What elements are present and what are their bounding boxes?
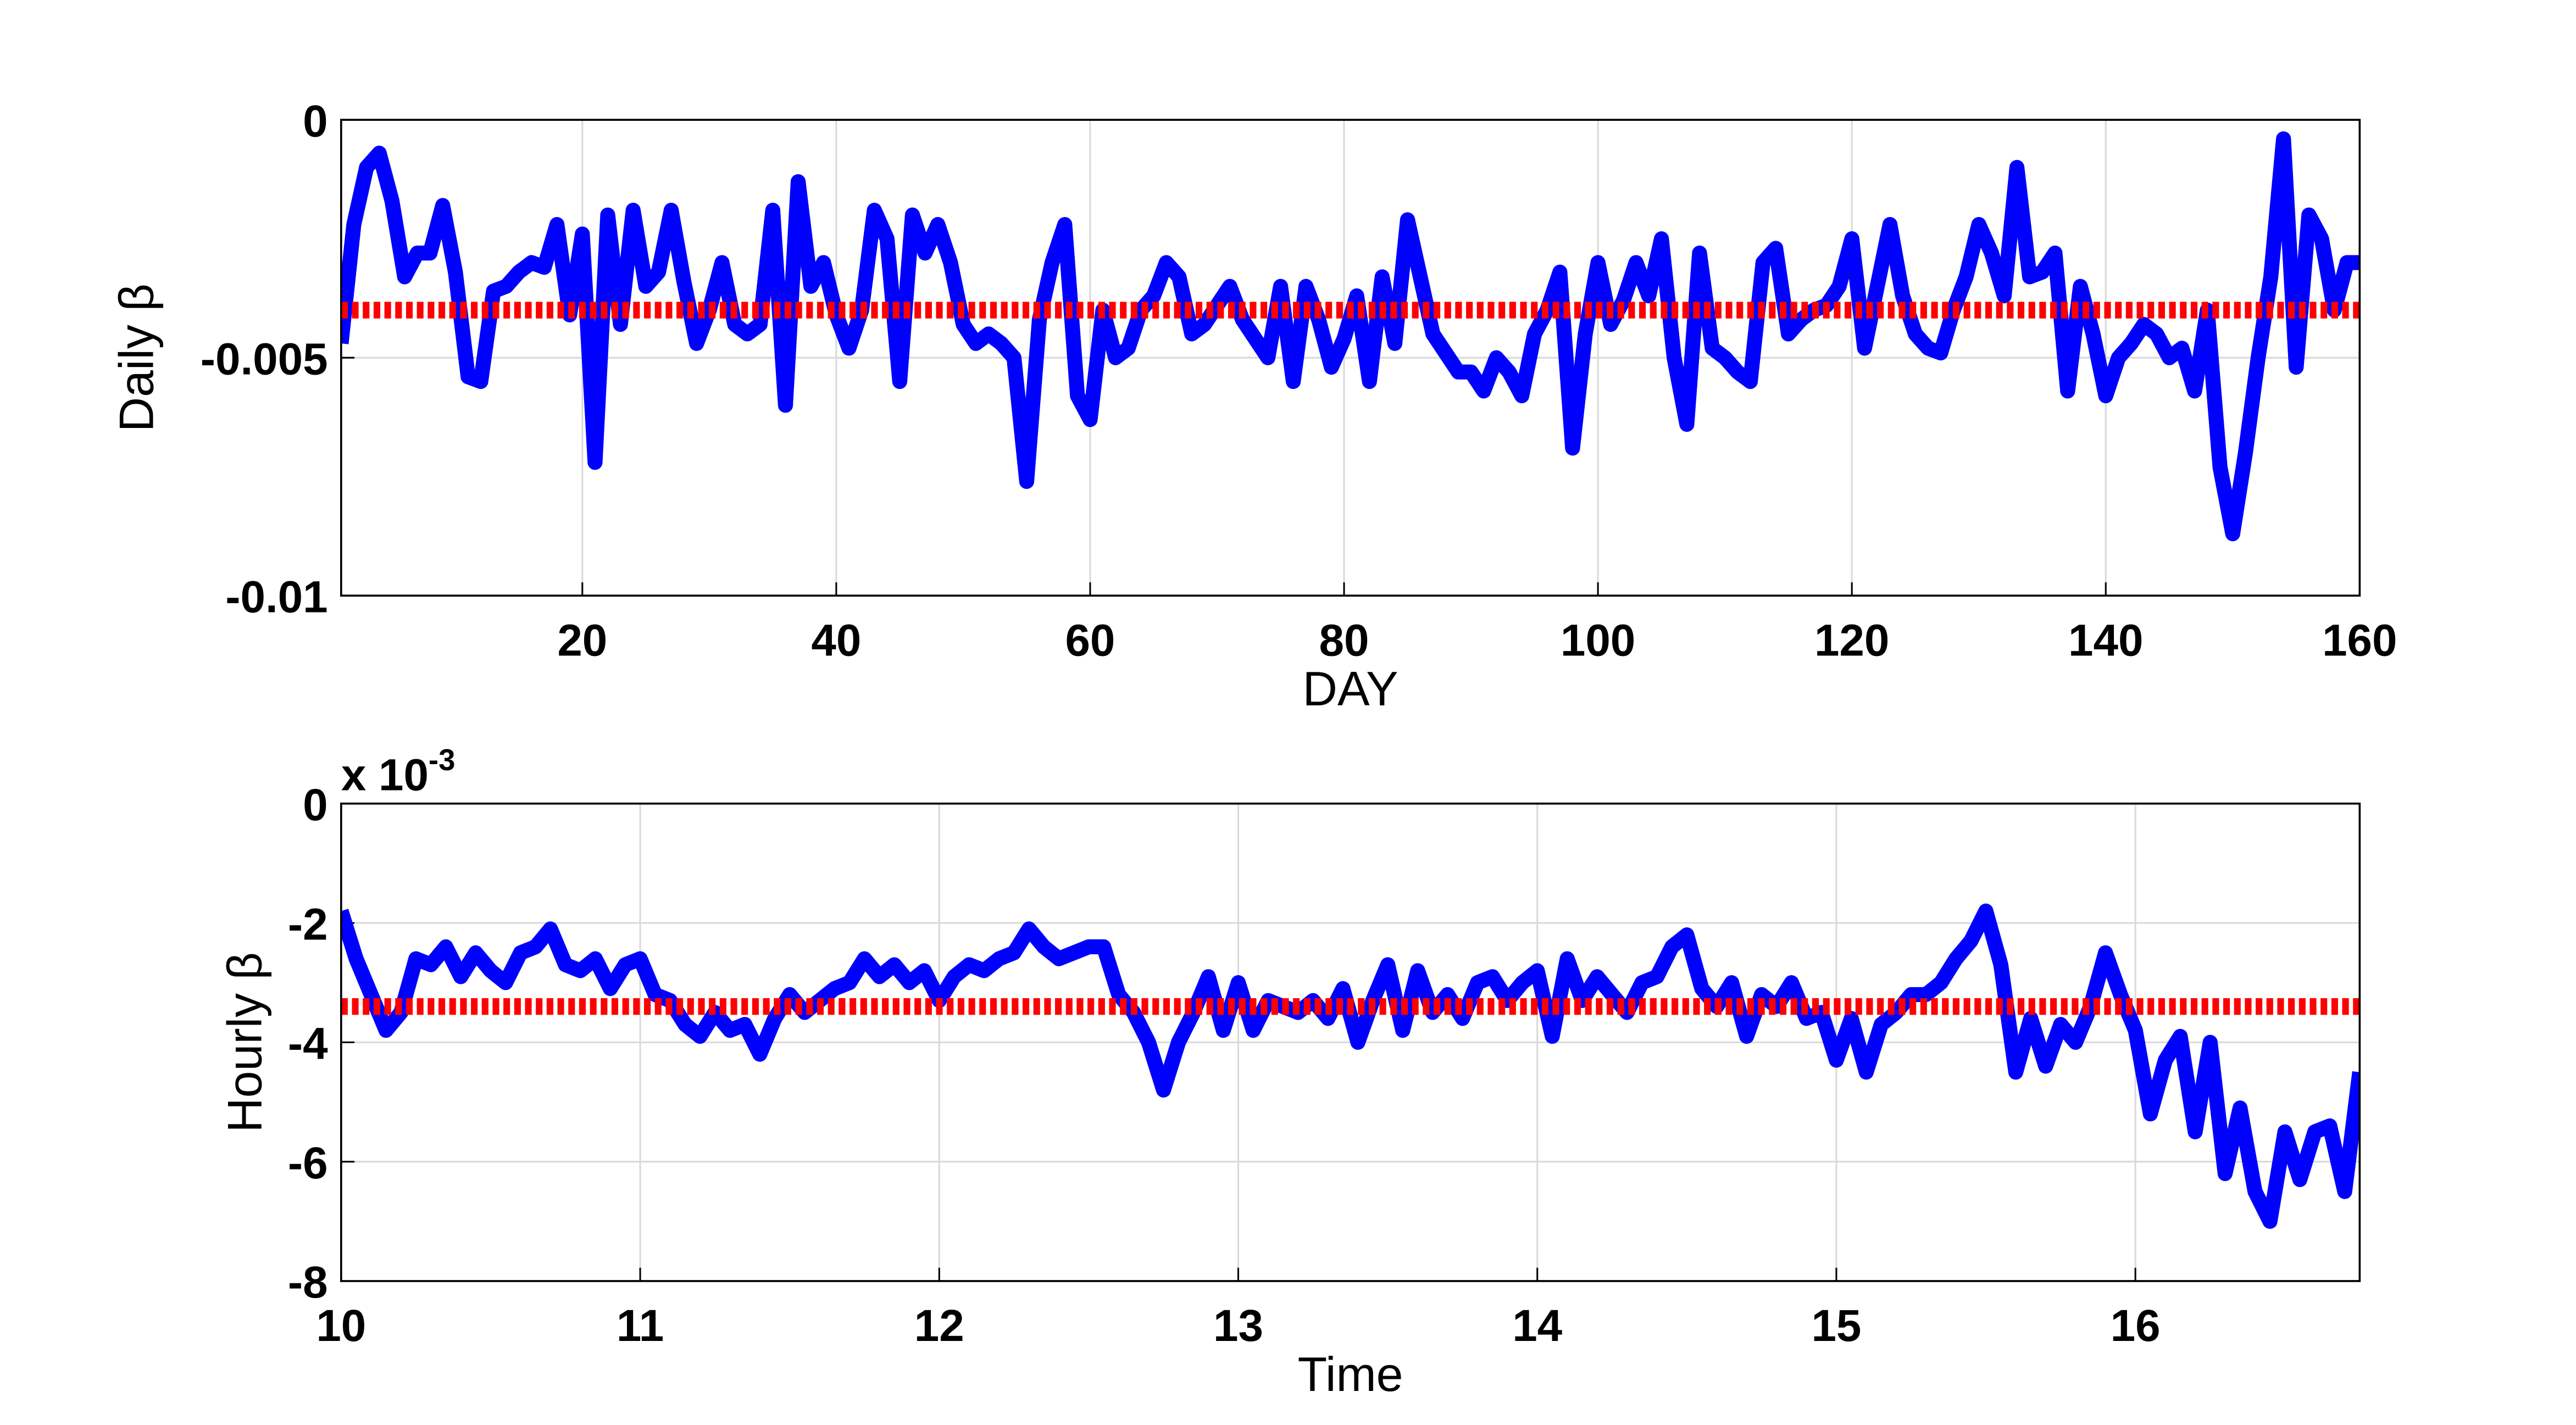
multiplier-base: x 10 [341,750,429,800]
x-tick-label: 80 [1319,615,1369,665]
axes-box [340,802,2361,1282]
y-tick-label: -0.01 [225,572,327,622]
y-tick-label: -0.005 [201,334,328,384]
x-tick-label: 10 [316,1301,366,1351]
x-tick-label: 15 [1811,1301,1861,1351]
x-tick-label: 60 [1065,615,1115,665]
x-axis-label: DAY [1303,661,1398,716]
y-axis-label: Hourly β [217,952,271,1133]
x-tick-label: 120 [1814,615,1889,665]
x-tick-label: 11 [617,1301,664,1351]
y-tick-label: -4 [288,1019,328,1069]
y-multiplier: x 10-3 [341,743,456,800]
y-tick-label: -2 [288,899,328,949]
y-tick-label: 0 [303,780,327,830]
y-axis-label: Daily β [109,283,164,432]
multiplier-exponent: -3 [429,743,455,777]
x-tick-label: 20 [557,615,607,665]
y-tick-label: 0 [303,96,327,146]
x-tick-label: 16 [2111,1301,2161,1351]
x-tick-label: 140 [2068,615,2143,665]
y-tick-label: -8 [288,1257,328,1307]
x-tick-label: 160 [2322,615,2397,665]
x-axis-label: Time [1298,1347,1403,1401]
data-line [341,131,2360,542]
data-line [341,903,2360,1229]
axes-box [340,119,2361,597]
x-tick-label: 12 [914,1301,964,1351]
x-tick-label: 13 [1213,1301,1263,1351]
x-tick-label: 100 [1561,615,1635,665]
y-tick-label: -6 [288,1138,328,1188]
x-tick-label: 14 [1512,1301,1562,1351]
x-tick-label: 40 [811,615,861,665]
